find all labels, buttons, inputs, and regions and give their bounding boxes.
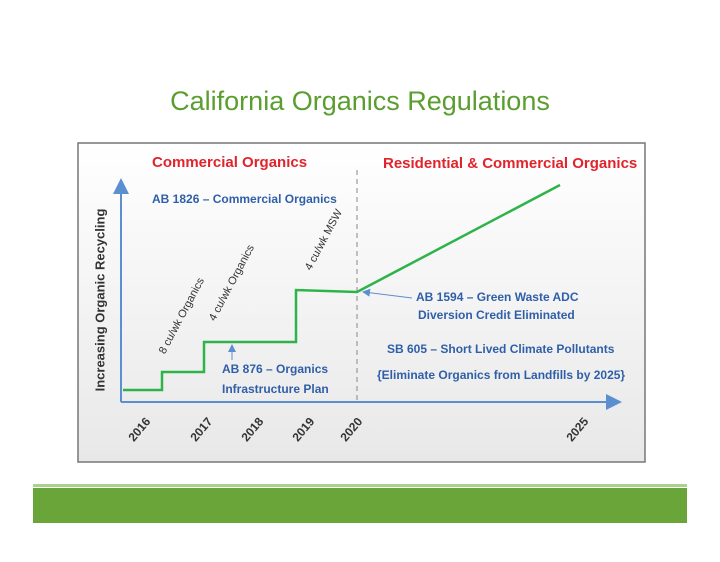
- footer-line: [33, 484, 687, 487]
- annotation: Diversion Credit Eliminated: [418, 308, 575, 322]
- annotation: AB 876 – Organics: [222, 362, 328, 376]
- pointer: [362, 288, 413, 299]
- title: California Organics Regulations: [170, 86, 550, 116]
- annotation: SB 605 – Short Lived Climate Pollutants: [387, 342, 615, 356]
- left-heading: Commercial Organics: [152, 154, 307, 171]
- y-axis-label: Increasing Organic Recycling: [92, 209, 107, 392]
- diagram-frame: [77, 142, 646, 463]
- footer-bar: [33, 488, 687, 523]
- annotation: {Eliminate Organics from Landfills by 20…: [377, 368, 625, 382]
- progress-line: [123, 183, 561, 392]
- annotation: AB 1594 – Green Waste ADC: [416, 290, 579, 304]
- annotation: Infrastructure Plan: [222, 382, 329, 396]
- right-heading: Residential & Commercial Organics: [383, 155, 637, 172]
- annotation: AB 1826 – Commercial Organics: [152, 192, 337, 206]
